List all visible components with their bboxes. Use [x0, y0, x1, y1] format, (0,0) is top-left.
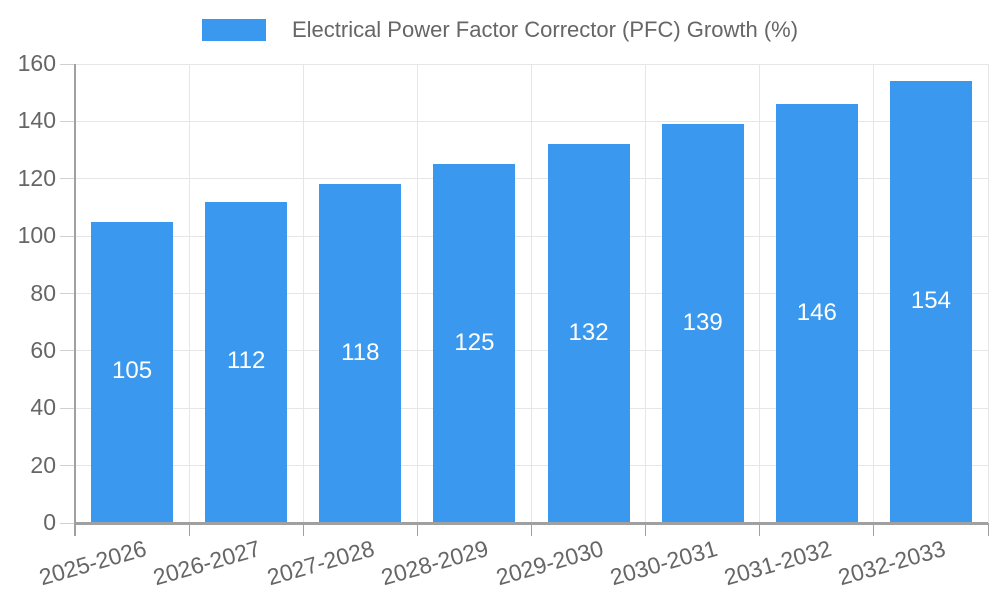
bar-value-label: 125	[454, 328, 495, 356]
x-gridline	[759, 64, 761, 523]
x-gridline	[987, 64, 989, 523]
bar-2029-2030	[547, 144, 630, 522]
y-axis-tick	[60, 178, 75, 180]
bar-2027-2028	[319, 184, 402, 522]
x-axis-tick-label: 2025-2026	[36, 535, 150, 591]
bar-value-label: 146	[796, 298, 837, 326]
x-axis-tick	[531, 523, 532, 536]
x-axis-tick	[416, 523, 418, 536]
y-axis-tick-label: 0	[43, 509, 56, 535]
y-axis-tick	[60, 465, 75, 467]
x-gridline	[188, 64, 190, 523]
x-gridline	[645, 64, 647, 523]
x-axis-tick-label: 2031-2032	[721, 535, 834, 591]
x-gridline	[873, 64, 875, 523]
y-axis-tick	[60, 407, 75, 409]
x-axis-tick-label: 2027-2028	[264, 535, 378, 591]
bar-value-label: 154	[910, 287, 951, 315]
bar-2030-2031	[661, 124, 744, 522]
x-gridline	[531, 64, 532, 523]
y-axis-tick-label: 160	[17, 50, 56, 76]
y-axis-tick-label: 60	[30, 336, 56, 363]
y-axis-tick-label: 120	[17, 164, 56, 191]
y-axis-tick	[60, 293, 75, 294]
y-axis-tick-label: 100	[17, 222, 56, 249]
legend-swatch	[201, 19, 266, 41]
bar-value-label: 118	[341, 338, 380, 366]
bar-value-label: 139	[682, 308, 723, 336]
bar-2025-2026	[91, 221, 174, 522]
x-axis-tick-label: 2029-2030	[492, 535, 606, 591]
legend-label: Electrical Power Factor Corrector (PFC) …	[291, 17, 799, 42]
bar-value-label: 132	[568, 318, 609, 346]
x-axis-tick-label: 2030-2031	[606, 535, 720, 591]
x-axis-tick-label: 2028-2029	[378, 535, 492, 591]
bar-2032-2033	[889, 81, 972, 522]
x-axis-tick	[873, 523, 875, 536]
y-axis-tick	[60, 235, 75, 237]
bar-value-label: 105	[112, 357, 153, 385]
y-axis-tick-label: 80	[30, 279, 56, 306]
y-axis-tick	[60, 63, 75, 65]
legend-item[interactable]: Electrical Power Factor Corrector (PFC) …	[0, 17, 1000, 43]
x-axis-tick-label: 2026-2027	[150, 535, 264, 591]
y-axis-tick	[60, 350, 75, 352]
y-axis-tick-label: 40	[30, 394, 56, 421]
bar-2026-2027	[205, 201, 288, 522]
bar-2028-2029	[433, 164, 516, 522]
y-axis-line	[74, 64, 76, 536]
y-axis-tick-label: 20	[30, 451, 56, 478]
bar-2031-2032	[775, 104, 858, 522]
y-axis-tick	[60, 120, 75, 122]
x-axis-tick	[302, 523, 304, 536]
x-axis-tick	[759, 523, 761, 536]
x-axis-tick-label: 2032-2033	[835, 535, 949, 591]
x-gridline	[302, 64, 304, 523]
x-axis-tick	[987, 523, 989, 536]
y-axis-tick-label: 140	[17, 107, 56, 134]
x-axis-line	[75, 522, 988, 525]
y-axis-tick	[60, 522, 75, 524]
x-axis-tick	[188, 523, 190, 536]
x-axis-tick	[645, 523, 647, 536]
bar-value-label: 112	[227, 347, 266, 375]
x-gridline	[416, 64, 418, 523]
